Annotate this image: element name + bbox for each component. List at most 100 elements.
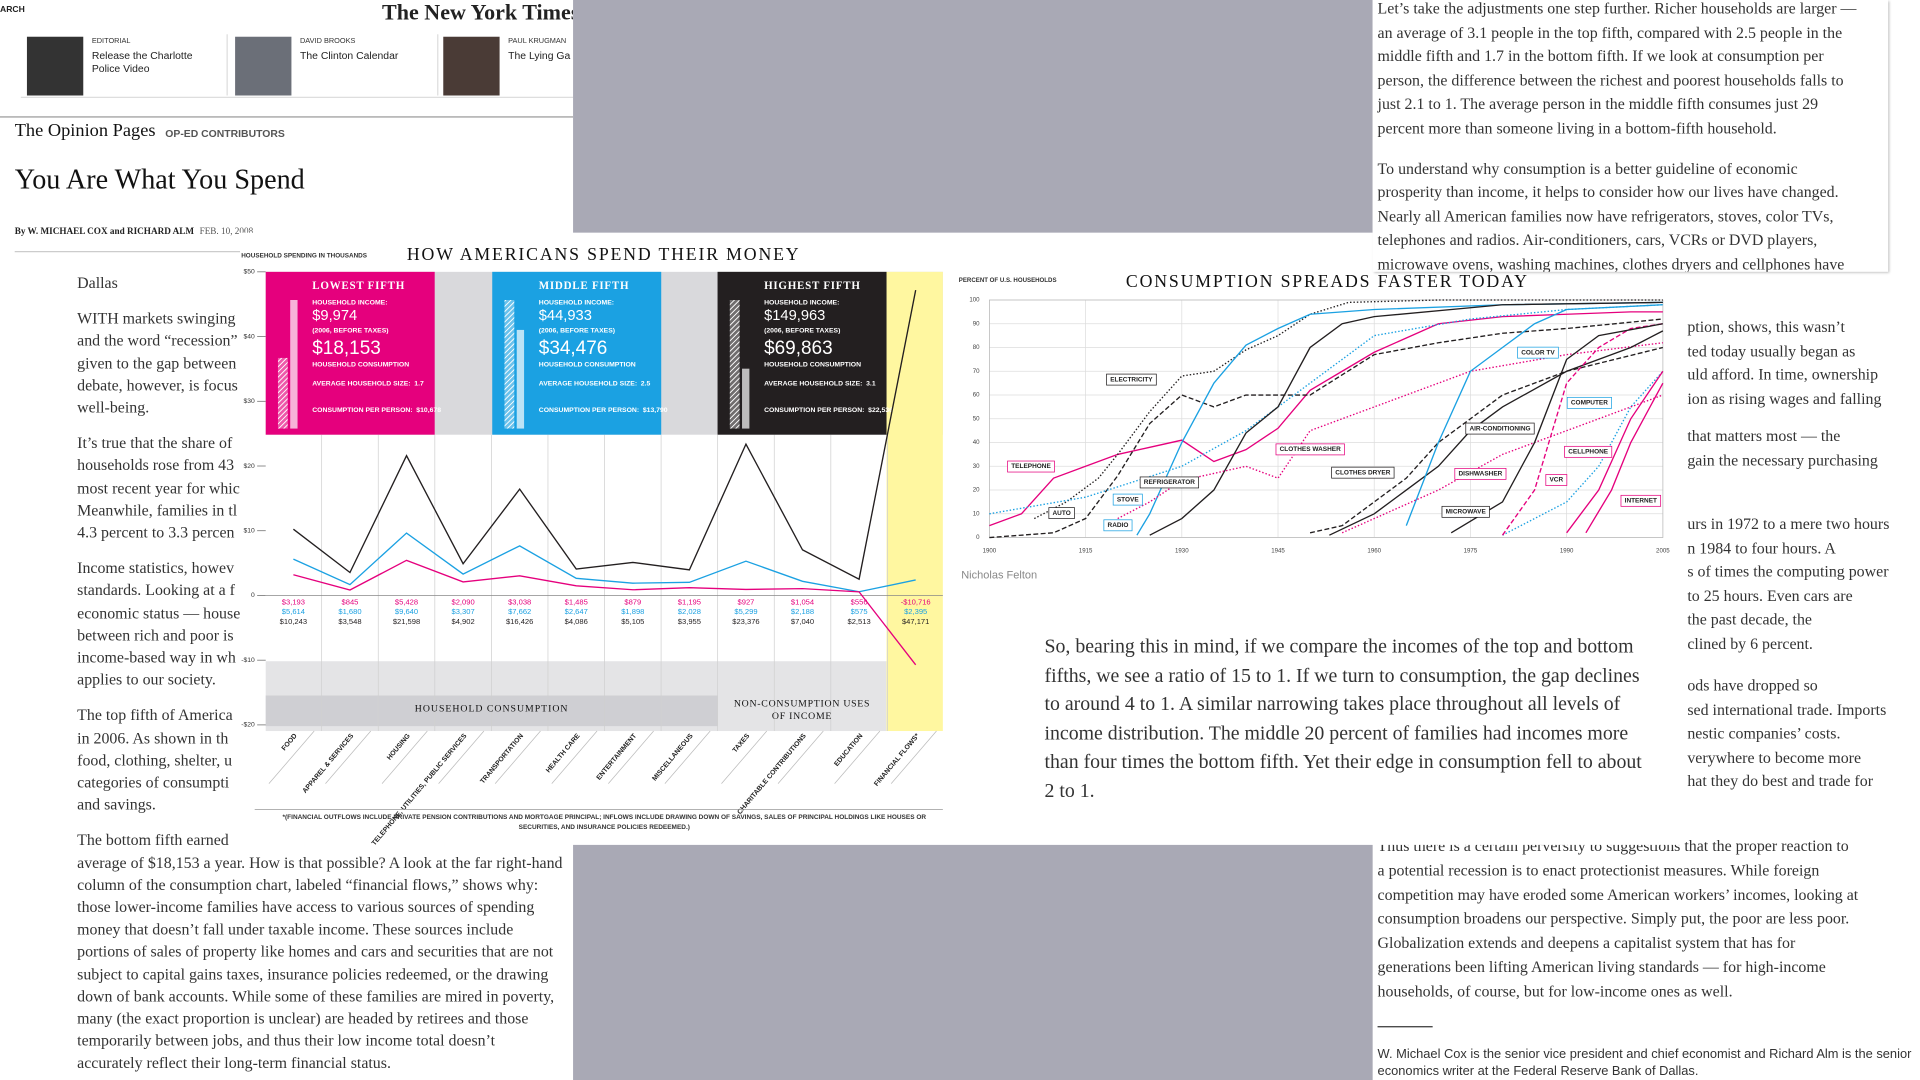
value-label: $3,193 (282, 597, 305, 606)
y-tick-label: -$10 (241, 657, 255, 664)
box-label: (2006, BEFORE TAXES) (539, 327, 615, 334)
legend-label: STOVE (1117, 496, 1139, 503)
y-tick-label: 40 (973, 439, 980, 446)
group-label: NON-CONSUMPTION USES OF INCOME (733, 697, 871, 722)
plot-frame (989, 299, 1664, 538)
x-tick-label: CHARITABLE CONTRIBUTIONS (736, 732, 808, 816)
text-line: most recent year for whic (77, 478, 240, 497)
x-tick-label: EDUCATION (833, 733, 864, 768)
value-label: $10,243 (280, 617, 307, 626)
text-line: clined by 6 percent. (1687, 634, 1813, 653)
teaser-kicker: PAUL KRUGMAN (508, 37, 567, 46)
text-line: ted today usually began as (1687, 341, 1856, 360)
x-tick-label: FOOD (281, 733, 299, 753)
value-label: $575 (851, 607, 868, 616)
value-label: $2,395 (904, 607, 927, 616)
value-label: $9,640 (395, 607, 418, 616)
series-line (1309, 346, 1664, 534)
legend-label: AUTO (1053, 510, 1071, 517)
text-line: The bottom fifth earned (77, 830, 229, 850)
text-line: The top fifth of America (77, 705, 233, 725)
consumption-bar (516, 329, 525, 429)
legend-box (1331, 466, 1395, 479)
series-line (1566, 370, 1664, 534)
text-line: verywhere to become more (1687, 747, 1862, 767)
per-person: $10,678 (416, 407, 441, 414)
value-label: $3,307 (452, 607, 475, 616)
income-value: $44,933 (539, 308, 592, 324)
text-line: To understand why consumption is a bette… (1377, 158, 1798, 177)
label-rule (551, 730, 598, 784)
box-label: AVERAGE HOUSEHOLD SIZE: (539, 380, 637, 387)
value-label: $927 (738, 597, 755, 606)
value-label: $2,090 (452, 597, 475, 606)
box-title: HIGHEST FIFTH (764, 280, 861, 292)
x-tick-label: 1990 (1560, 548, 1574, 555)
legend-box (1103, 519, 1133, 532)
value-label: $5,428 (395, 597, 418, 606)
value-label: $3,955 (678, 617, 701, 626)
y-tick-label: -$20 (241, 722, 255, 729)
text-line: that matters most — the (1687, 426, 1841, 445)
thumbnail (235, 36, 292, 96)
article-title: You Are What You Spend (14, 164, 305, 195)
text-line: column of the consumption chart, labeled… (77, 875, 539, 894)
text-line: and the word “recession” (77, 331, 238, 350)
value-label: $5,299 (734, 607, 757, 616)
y-tick-label: 50 (973, 415, 980, 422)
y-tick-label: $20 (243, 463, 254, 470)
value-label: $23,376 (732, 617, 759, 626)
x-tick-label: 1930 (1175, 548, 1189, 555)
household-size: 2.5 (641, 380, 651, 387)
text-line: in 2006. As shown in th (77, 728, 229, 747)
value-label: $4,902 (452, 617, 475, 626)
legend-box (1275, 443, 1345, 456)
highlight-column (886, 271, 943, 732)
legend-label: TELEPHONE (1011, 463, 1051, 470)
y-tick-label: 70 (973, 368, 980, 375)
box-label: CONSUMPTION PER PERSON: $22,536 (764, 407, 893, 414)
x-tick-label: 1975 (1464, 548, 1478, 555)
text-line: accurately reflect their long-term finan… (77, 1053, 391, 1072)
box-label: HOUSEHOLD INCOME: (312, 299, 387, 306)
box-label: AVERAGE HOUSEHOLD SIZE: 3.1 (764, 380, 876, 387)
x-tick-label: 1960 (1367, 548, 1381, 555)
text-line: n 1984 to four hours. A (1687, 538, 1836, 557)
legend-label: COMPUTER (1571, 400, 1608, 407)
text-line: economics writer at the Federal Reserve … (1377, 1064, 1699, 1079)
legend-box (1007, 460, 1055, 473)
label-rule (438, 730, 485, 784)
legend-label: ELECTRICITY (1110, 376, 1153, 383)
box-title: MIDDLE FIFTH (539, 280, 630, 292)
y-tick-label: $40 (243, 333, 254, 340)
text-line: Let’s take the adjustments one step furt… (1377, 0, 1857, 18)
income-bar (729, 300, 740, 429)
x-tick-label: 1900 (983, 548, 997, 555)
value-label: $1,054 (791, 597, 814, 606)
box-label: AVERAGE HOUSEHOLD SIZE: (764, 380, 862, 387)
value-label: $5,614 (282, 607, 305, 616)
x-tick-label: 2005 (1656, 548, 1670, 555)
text-line: between rich and poor is (77, 625, 234, 644)
divider (0, 116, 574, 118)
text-line: temporarily between jobs, and thus their… (77, 1031, 496, 1050)
y-tick-label: 30 (973, 463, 980, 470)
text-line: a potential recession is to enact protec… (1377, 860, 1820, 879)
value-label: $1,898 (621, 607, 644, 616)
value-label: $1,195 (678, 597, 701, 606)
box-label: HOUSEHOLD CONSUMPTION (764, 362, 861, 369)
legend-box (1048, 507, 1075, 519)
value-label: $5,105 (621, 617, 644, 626)
x-tick-label: APPAREL & SERVICES (302, 732, 356, 795)
text-line: subject to capital gains taxes, insuranc… (77, 964, 549, 983)
value-label: $2,647 (565, 607, 588, 616)
series-line (293, 532, 916, 593)
y-tick-label: 100 (969, 297, 980, 304)
x-tick-label: 1945 (1271, 548, 1285, 555)
text-line: Meanwhile, families in tl (77, 500, 238, 519)
text-line: So, bearing this in mind, if we compare … (1044, 635, 1634, 658)
text-line: middle fifth and 1.7 in the bottom fifth… (1377, 46, 1824, 65)
text-line: money that doesn’t fall under taxable in… (77, 919, 514, 939)
text-line: income-based way in wh (77, 647, 236, 667)
